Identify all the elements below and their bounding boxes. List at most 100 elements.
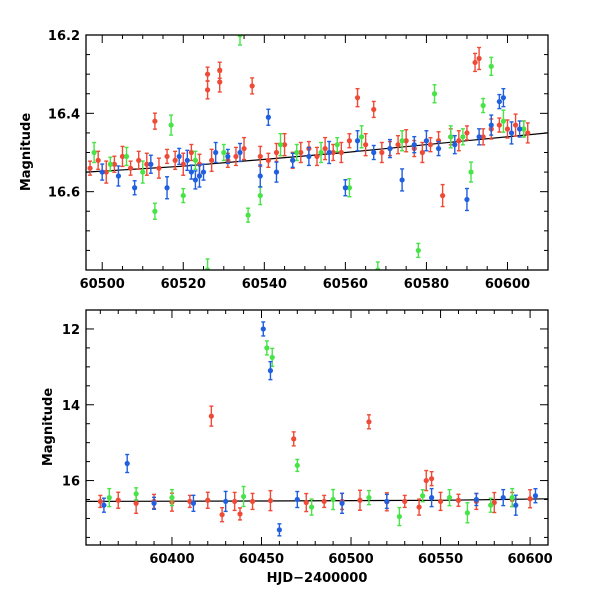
- data-point: [249, 492, 256, 511]
- bottom-series-2: [101, 321, 539, 537]
- data-point: [267, 360, 274, 381]
- data-point: [225, 148, 231, 165]
- data-point: [330, 143, 336, 162]
- data-point: [399, 130, 405, 152]
- data-point: [306, 146, 312, 167]
- data-point: [140, 160, 146, 184]
- data-point: [127, 160, 134, 176]
- data-point: [188, 164, 194, 180]
- data-point: [384, 493, 390, 510]
- data-point: [133, 487, 139, 501]
- data-point: [115, 491, 121, 509]
- data-point: [366, 414, 372, 430]
- data-point: [318, 141, 324, 164]
- data-point: [387, 138, 393, 159]
- data-point: [260, 321, 266, 337]
- data-point: [508, 121, 515, 145]
- x-tick-label: 60540: [242, 277, 287, 292]
- data-point: [513, 494, 519, 516]
- data-point: [527, 489, 533, 509]
- data-point: [509, 487, 515, 508]
- data-point: [176, 147, 182, 166]
- data-point: [164, 148, 170, 165]
- data-point: [440, 183, 446, 208]
- data-point: [500, 488, 506, 507]
- data-point: [354, 130, 361, 152]
- y-tick-label: 14: [62, 399, 80, 414]
- data-point: [164, 176, 170, 200]
- data-point: [294, 490, 300, 509]
- data-point: [103, 160, 109, 184]
- data-point: [464, 502, 471, 524]
- data-point: [87, 160, 93, 176]
- data-point: [148, 154, 154, 174]
- data-point: [431, 84, 438, 104]
- data-point: [91, 141, 97, 164]
- data-point: [512, 113, 519, 137]
- data-point: [354, 87, 361, 108]
- top-axis-ticks: 60500 60520 60540 60560 60580 60600 16.2 16.4 16…: [48, 29, 549, 292]
- data-point: [169, 488, 175, 507]
- data-point: [399, 168, 405, 192]
- data-point: [180, 187, 186, 204]
- data-point: [395, 134, 401, 155]
- data-point: [267, 489, 274, 512]
- data-point: [213, 141, 219, 164]
- data-point: [309, 498, 315, 516]
- bottom-panel: 60400 60450 60500 60550 60600 12 14 16 Magnitud…: [41, 309, 553, 586]
- data-point: [314, 146, 320, 167]
- data-point: [521, 120, 527, 138]
- data-point: [415, 242, 421, 259]
- data-point: [290, 152, 296, 169]
- data-point: [429, 487, 435, 508]
- data-point: [298, 141, 304, 164]
- data-point: [124, 453, 130, 474]
- data-point: [257, 164, 263, 188]
- data-point: [205, 491, 211, 509]
- data-point: [517, 120, 523, 138]
- x-tick-label: 60580: [404, 277, 449, 292]
- data-point: [204, 80, 211, 100]
- data-point: [472, 52, 478, 73]
- top-series-0: [87, 46, 531, 208]
- data-point: [136, 150, 142, 171]
- data-point: [435, 140, 442, 157]
- top-plot-area: [86, 35, 548, 270]
- data-point: [423, 469, 429, 492]
- data-point: [281, 132, 288, 157]
- data-point: [464, 187, 470, 212]
- x-tick-label: 60500: [80, 277, 125, 292]
- data-point: [200, 163, 207, 181]
- bottom-y-axis-label: Magnitude: [41, 388, 56, 467]
- data-point: [257, 185, 263, 206]
- data-point: [123, 146, 130, 167]
- x-tick-label: 60600: [507, 552, 552, 567]
- data-point: [192, 150, 199, 171]
- data-point: [411, 135, 417, 154]
- data-point: [532, 488, 539, 504]
- data-point: [291, 431, 297, 447]
- data-point: [294, 458, 300, 473]
- top-y-axis-label: Magnitude: [19, 113, 34, 192]
- data-point: [237, 142, 243, 163]
- data-point: [334, 136, 340, 153]
- data-point: [152, 112, 158, 130]
- data-point: [273, 161, 280, 183]
- data-point: [452, 134, 458, 155]
- data-point: [172, 150, 178, 171]
- x-tick-label: 60500: [328, 552, 373, 567]
- data-point: [371, 100, 377, 119]
- data-point: [402, 494, 408, 509]
- data-point: [357, 489, 363, 511]
- data-point: [480, 128, 486, 146]
- data-point: [488, 114, 494, 136]
- x-tick-label: 60520: [161, 277, 206, 292]
- data-point: [456, 130, 462, 152]
- bottom-x-axis-label: HJD−2400000: [267, 571, 368, 586]
- data-point: [249, 77, 255, 95]
- bottom-plot-area: [86, 321, 548, 537]
- data-point: [500, 109, 507, 133]
- data-point: [95, 150, 101, 171]
- data-point: [156, 157, 162, 179]
- bottom-panel-frame: [85, 309, 549, 546]
